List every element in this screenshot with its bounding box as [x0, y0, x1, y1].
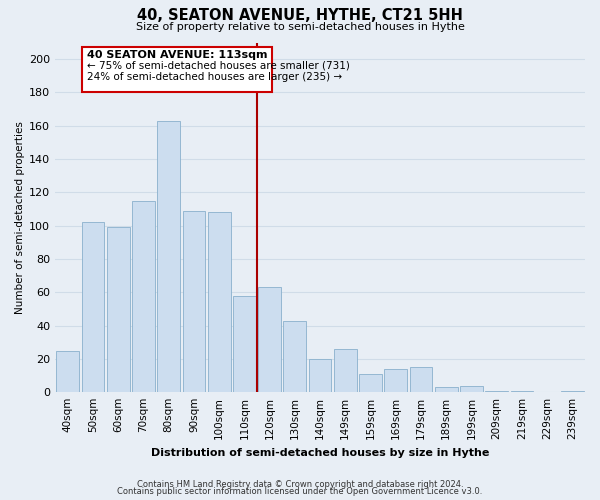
Bar [460, 386, 483, 392]
Text: Size of property relative to semi-detached houses in Hythe: Size of property relative to semi-detach… [136, 22, 464, 32]
Text: 40, SEATON AVENUE, HYTHE, CT21 5HH: 40, SEATON AVENUE, HYTHE, CT21 5HH [137, 8, 463, 22]
Bar [132, 200, 155, 392]
Bar [359, 374, 382, 392]
Bar [82, 222, 104, 392]
Bar [157, 121, 180, 392]
Bar [435, 387, 458, 392]
Bar [334, 349, 356, 392]
Bar [485, 390, 508, 392]
Bar [233, 296, 256, 392]
Bar [561, 390, 584, 392]
Bar [385, 369, 407, 392]
Bar [208, 212, 230, 392]
Text: ← 75% of semi-detached houses are smaller (731): ← 75% of semi-detached houses are smalle… [86, 61, 350, 71]
FancyBboxPatch shape [82, 48, 272, 92]
Text: Contains public sector information licensed under the Open Government Licence v3: Contains public sector information licen… [118, 488, 482, 496]
Text: 40 SEATON AVENUE: 113sqm: 40 SEATON AVENUE: 113sqm [86, 50, 267, 60]
X-axis label: Distribution of semi-detached houses by size in Hythe: Distribution of semi-detached houses by … [151, 448, 489, 458]
Bar [511, 390, 533, 392]
Bar [410, 367, 433, 392]
Bar [56, 350, 79, 392]
Bar [182, 210, 205, 392]
Text: 24% of semi-detached houses are larger (235) →: 24% of semi-detached houses are larger (… [86, 72, 342, 83]
Bar [107, 228, 130, 392]
Y-axis label: Number of semi-detached properties: Number of semi-detached properties [15, 121, 25, 314]
Bar [283, 320, 306, 392]
Text: Contains HM Land Registry data © Crown copyright and database right 2024.: Contains HM Land Registry data © Crown c… [137, 480, 463, 489]
Bar [309, 359, 331, 392]
Bar [258, 288, 281, 392]
